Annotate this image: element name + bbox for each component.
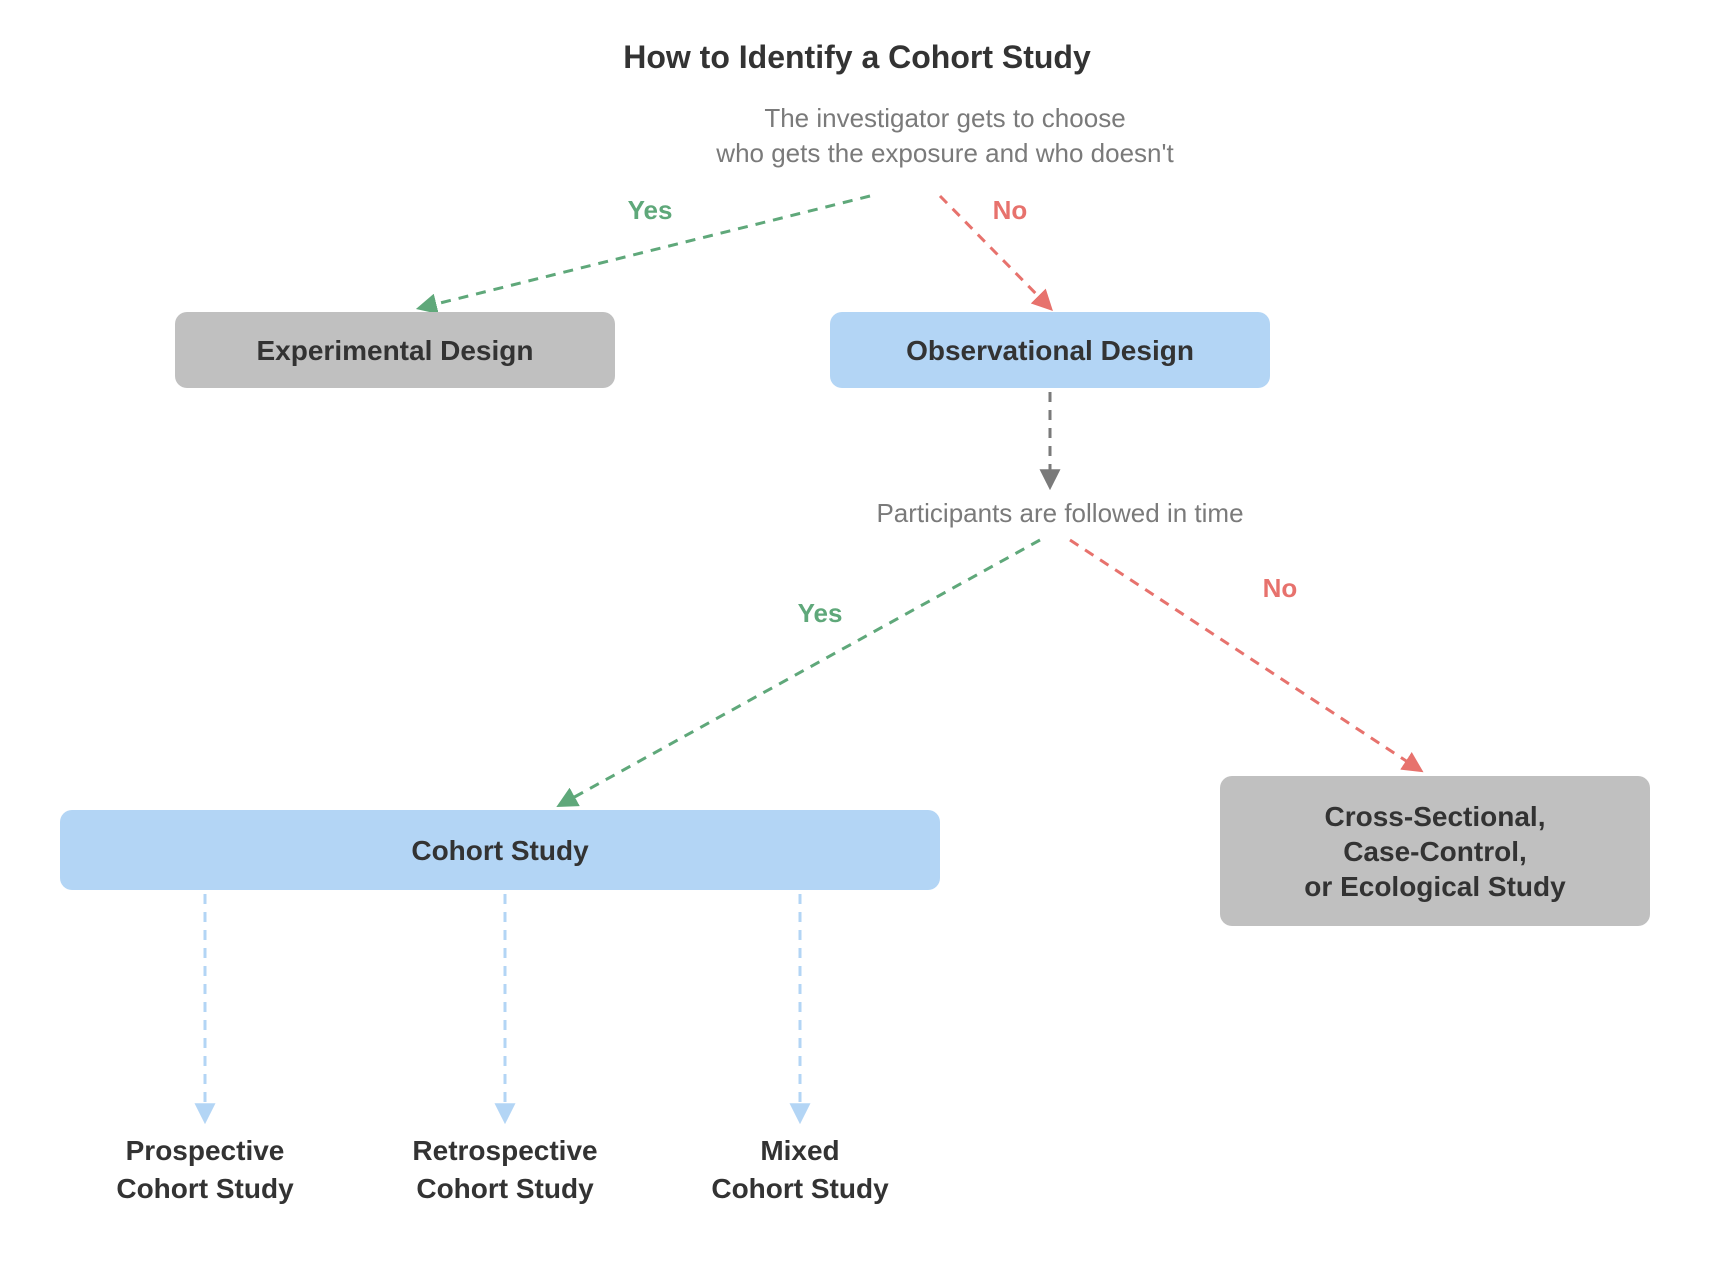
leaf-retrospective: Retrospective Cohort Study <box>380 1130 630 1210</box>
node-cohort-study: Cohort Study <box>60 810 940 890</box>
edges-layer: Yes No Yes No <box>0 0 1714 1261</box>
edge-label: Yes <box>798 598 843 628</box>
edge <box>1070 540 1420 770</box>
leaf-prospective: Prospective Cohort Study <box>90 1130 320 1210</box>
question-2: Participants are followed in time <box>830 494 1290 534</box>
leaf-mixed: Mixed Cohort Study <box>680 1130 920 1210</box>
flowchart-canvas: How to Identify a Cohort Study YesNoYesN… <box>0 0 1714 1261</box>
question-1: The investigator gets to choose who gets… <box>660 96 1230 176</box>
node-experimental-design: Experimental Design <box>175 312 615 388</box>
edge-label: No <box>1263 573 1298 603</box>
node-observational-design: Observational Design <box>830 312 1270 388</box>
edge <box>560 540 1040 805</box>
edge-label: Yes <box>628 195 673 225</box>
node-cross-sectional: Cross-Sectional, Case-Control, or Ecolog… <box>1220 776 1650 926</box>
edge-label: No <box>993 195 1028 225</box>
